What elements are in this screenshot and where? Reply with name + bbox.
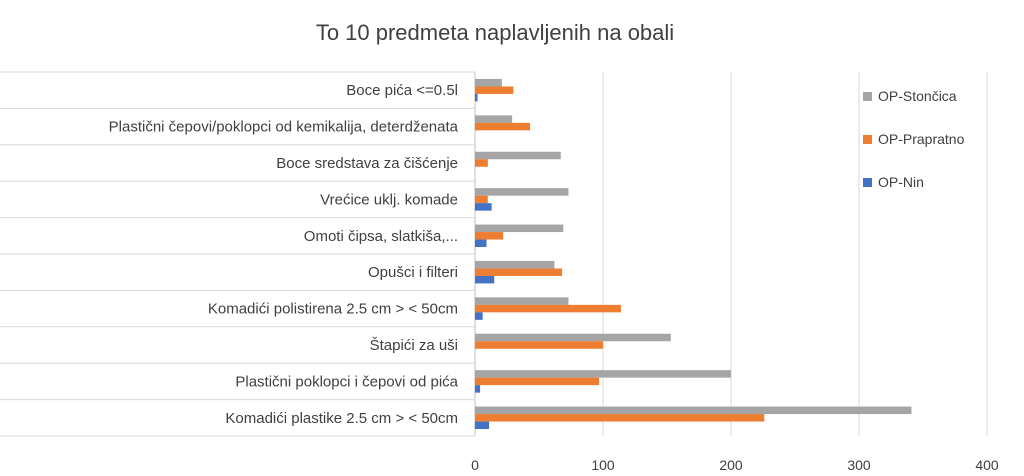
bar-op-prapratno [475, 195, 488, 204]
bar-op-ston-ica [475, 333, 671, 342]
legend: OP-Stončica OP-Prapratno OP-Nin [863, 88, 965, 190]
bar-op-ston-ica [475, 406, 912, 415]
bar-op-prapratno [475, 122, 531, 131]
bar-op-ston-ica [475, 224, 564, 233]
legend-label: OP-Prapratno [878, 131, 965, 147]
legend-label: OP-Stončica [878, 88, 957, 104]
category-label: Vrećice uklj. komade [320, 191, 458, 208]
bars [475, 78, 912, 430]
category-labels: Boce pića <=0.5l Plastični čepovi/poklopc… [109, 82, 459, 427]
category-label: Štapići za uši [370, 337, 458, 354]
bar-op-nin [475, 93, 478, 102]
x-tick-label: 0 [471, 457, 479, 473]
x-tick-label: 200 [719, 457, 743, 473]
bar-op-nin [475, 312, 483, 320]
bar-op-ston-ica [475, 78, 502, 87]
bar-op-prapratno [475, 341, 603, 349]
category-label: Komadići polistirena 2.5 cm > < 50cm [208, 301, 458, 318]
bar-op-nin [475, 275, 495, 284]
bar-op-prapratno [475, 377, 600, 386]
category-label: Komadići plastike 2.5 cm > < 50cm [225, 410, 458, 427]
category-label: Boce sredstava za čišćenje [276, 155, 458, 172]
bar-op-prapratno [475, 232, 504, 240]
chart-title: To 10 predmeta naplavljenih na obali [316, 20, 674, 45]
legend-swatch [863, 178, 872, 187]
bar-op-nin [475, 421, 490, 430]
bar-op-ston-ica [475, 370, 731, 378]
category-label: Plastični čepovi/poklopci od kemikalija,… [109, 119, 459, 136]
legend-label: OP-Nin [878, 174, 924, 190]
x-axis-tick-labels: 0 100 200 300 400 [471, 457, 999, 473]
bar-op-nin [475, 239, 487, 248]
bar-op-ston-ica [475, 260, 555, 269]
category-label: Omoti čipsa, slatkiša,... [304, 228, 458, 245]
bar-op-ston-ica [475, 297, 569, 305]
x-tick-label: 300 [847, 457, 871, 473]
bar-op-nin [475, 203, 492, 211]
bar-op-prapratno [475, 304, 621, 313]
category-label: Boce pića <=0.5l [346, 82, 458, 99]
bar-op-nin [475, 385, 481, 393]
bar-op-prapratno [475, 268, 563, 276]
bar-op-prapratno [475, 414, 765, 422]
legend-swatch [863, 135, 872, 144]
bar-op-prapratno [475, 159, 488, 167]
category-label: Opušci i filteri [368, 264, 458, 281]
legend-swatch [863, 92, 872, 101]
row-separators [0, 71, 475, 437]
bar-op-ston-ica [475, 188, 569, 196]
x-tick-label: 100 [591, 457, 615, 473]
bar-op-ston-ica [475, 115, 513, 123]
bar-op-prapratno [475, 86, 514, 94]
bar-op-ston-ica [475, 151, 561, 160]
x-tick-label: 400 [975, 457, 999, 473]
category-label: Plastični poklopci i čepovi od pića [235, 373, 458, 390]
